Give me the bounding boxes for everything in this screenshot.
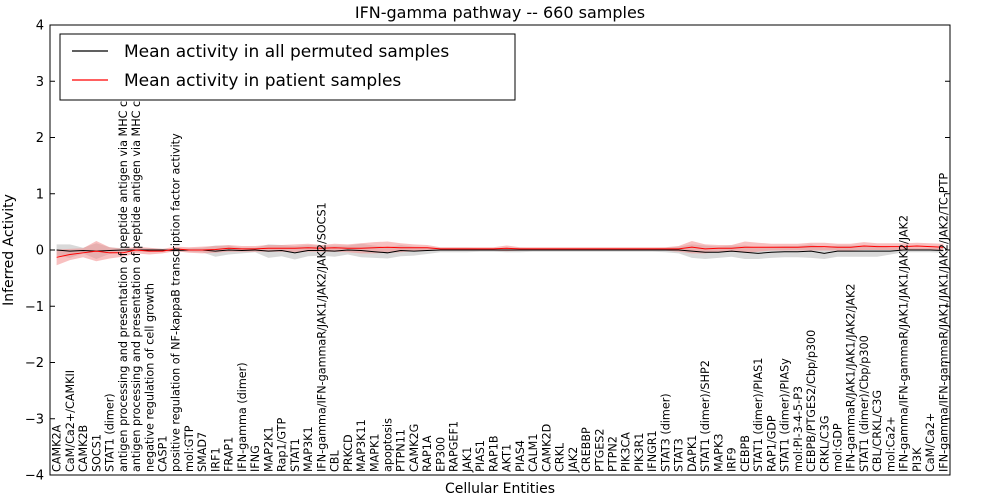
series-1-line	[56, 245, 944, 258]
category-label: MAPK1	[368, 433, 381, 472]
category-label: STAT1 (dimer)	[104, 393, 117, 472]
category-label: STAT3	[673, 438, 686, 472]
category-label: PI3K	[911, 447, 924, 472]
y-axis: −4 −3 −2 −1 0 1 2 3 4	[25, 19, 950, 484]
category-label: RAPGEF1	[448, 421, 461, 472]
category-label: PTPN2	[607, 436, 620, 472]
category-label: FRAP1	[223, 437, 236, 472]
category-label: IFNG	[249, 445, 262, 472]
category-label: AKT1	[501, 444, 514, 472]
category-label: IFN-gamma/IFN-gammaR/JAK1/JAK1/JAK2/JAK2…	[937, 173, 950, 472]
category-label: negative regulation of cell growth	[143, 283, 156, 472]
y-tick-label: 4	[36, 19, 44, 34]
category-label: STAT1 (dimer)/PIASy	[779, 358, 792, 472]
category-label: IFN-gammaR/JAK1/JAK1/JAK2/JAK2	[845, 284, 858, 472]
category-label: CAMK2D	[540, 424, 553, 472]
category-label: IRF9	[726, 447, 739, 472]
category-label: CREBBP	[580, 427, 593, 472]
category-label: DAPK1	[686, 435, 699, 472]
category-label: CBL/CRKL/C3G	[871, 390, 884, 472]
category-label: PRKCD	[342, 434, 355, 472]
category-label: CAMK2G	[408, 424, 421, 472]
series-lines	[56, 245, 944, 258]
y-tick-label: 3	[36, 75, 44, 90]
category-label: positive regulation of NF-kappaB transcr…	[170, 133, 183, 472]
category-label: MAP2K1	[262, 426, 275, 472]
category-label: STAT1 (dimer)/PIAS1	[752, 358, 765, 472]
category-label: mol:GTP	[183, 425, 196, 472]
category-label: IFNGR1	[646, 430, 659, 472]
chart-title: IFN-gamma pathway -- 660 samples	[355, 3, 645, 22]
category-label: antigen processing and presentation of p…	[117, 72, 130, 472]
category-label: IFN-gamma (dimer)	[236, 362, 249, 472]
y-tick-label: −4	[25, 469, 44, 484]
category-label: CAMK2B	[77, 425, 90, 472]
category-label: CALM1	[527, 434, 540, 472]
category-label: CAMK2A	[51, 424, 64, 472]
category-label: EP300	[434, 437, 447, 472]
category-label: CaM/Ca2+/CAMKII	[64, 370, 77, 472]
category-label: STAT1	[289, 438, 302, 472]
category-label: PIAS4	[514, 440, 527, 472]
category-label: mol:GDP	[832, 423, 845, 472]
category-label: CEBPB	[739, 435, 752, 472]
series-1-band	[56, 241, 944, 266]
y-tick-label: 2	[36, 131, 44, 146]
category-label: IFN-gamma/IFN-gammaR/JAK1/JAK1/JAK2/JAK2	[898, 215, 911, 472]
category-label: STAT1 (dimer)/Cbp/p300	[858, 335, 871, 472]
category-label: mol:Ca2+	[884, 416, 897, 472]
category-label: JAK2	[567, 447, 580, 473]
legend-label-patient: Mean activity in patient samples	[124, 71, 401, 91]
category-label: mol:PI-3-4-5-P3	[792, 386, 805, 472]
category-label: STAT3 (dimer)	[659, 393, 672, 472]
category-label: PIAS1	[474, 440, 487, 472]
category-label: CRKL	[554, 442, 567, 472]
category-label: PIK3CA	[620, 432, 633, 472]
category-label: MAP3K1	[302, 426, 315, 472]
confidence-bands	[56, 241, 944, 266]
category-label: RAP1B	[487, 435, 500, 472]
y-tick-label: −3	[25, 412, 44, 427]
category-label: PTGES2	[593, 428, 606, 472]
legend-label-permuted: Mean activity in all permuted samples	[124, 42, 449, 62]
category-label: RAP1A	[421, 435, 434, 472]
y-tick-label: −1	[25, 300, 44, 315]
y-tick-label: 0	[36, 244, 44, 259]
category-label: IFN-gamma/IFN-gammaR/JAK1/JAK2/JAK2/SOCS…	[315, 202, 328, 472]
y-axis-label: Inferred Activity	[1, 194, 17, 306]
x-axis-label: Cellular Entities	[445, 481, 555, 497]
category-label: CaM/Ca2+	[924, 413, 937, 472]
category-label: JAK1	[461, 447, 474, 473]
category-label: SOCS1	[90, 434, 103, 472]
legend: Mean activity in all permuted samples Me…	[59, 33, 516, 101]
y-tick-label: 1	[36, 187, 44, 202]
y-tick-label: −2	[25, 356, 44, 371]
category-label: MAP3K11	[355, 419, 368, 472]
category-label: PIK3R1	[633, 433, 646, 472]
category-label: apoptosis	[382, 418, 395, 472]
category-label: antigen processing and presentation of p…	[130, 69, 143, 472]
category-labels: CAMK2A CaM/Ca2+/CAMKII CAMK2B SOCS1 STAT1 (d…	[51, 69, 951, 473]
category-label: PTPN11	[395, 429, 408, 472]
category-label: MAPK3	[712, 433, 725, 472]
category-label: RAP1/GDP	[765, 415, 778, 472]
category-label: STAT1 (dimer)/SHP2	[699, 360, 712, 472]
category-label: CASP1	[157, 436, 170, 472]
category-label: SMAD7	[196, 432, 209, 472]
legend-box	[59, 33, 516, 101]
category-label: IRF1	[209, 447, 222, 472]
category-label: CEBPB/PTGES2/Cbp/p300	[805, 330, 818, 472]
category-label: Rap1/GTP	[276, 418, 289, 472]
category-label: CRKL/C3G	[818, 415, 831, 472]
category-label: CBL	[329, 450, 342, 472]
